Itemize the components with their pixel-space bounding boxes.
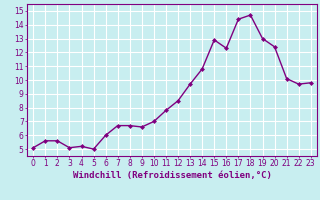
X-axis label: Windchill (Refroidissement éolien,°C): Windchill (Refroidissement éolien,°C) xyxy=(73,171,271,180)
